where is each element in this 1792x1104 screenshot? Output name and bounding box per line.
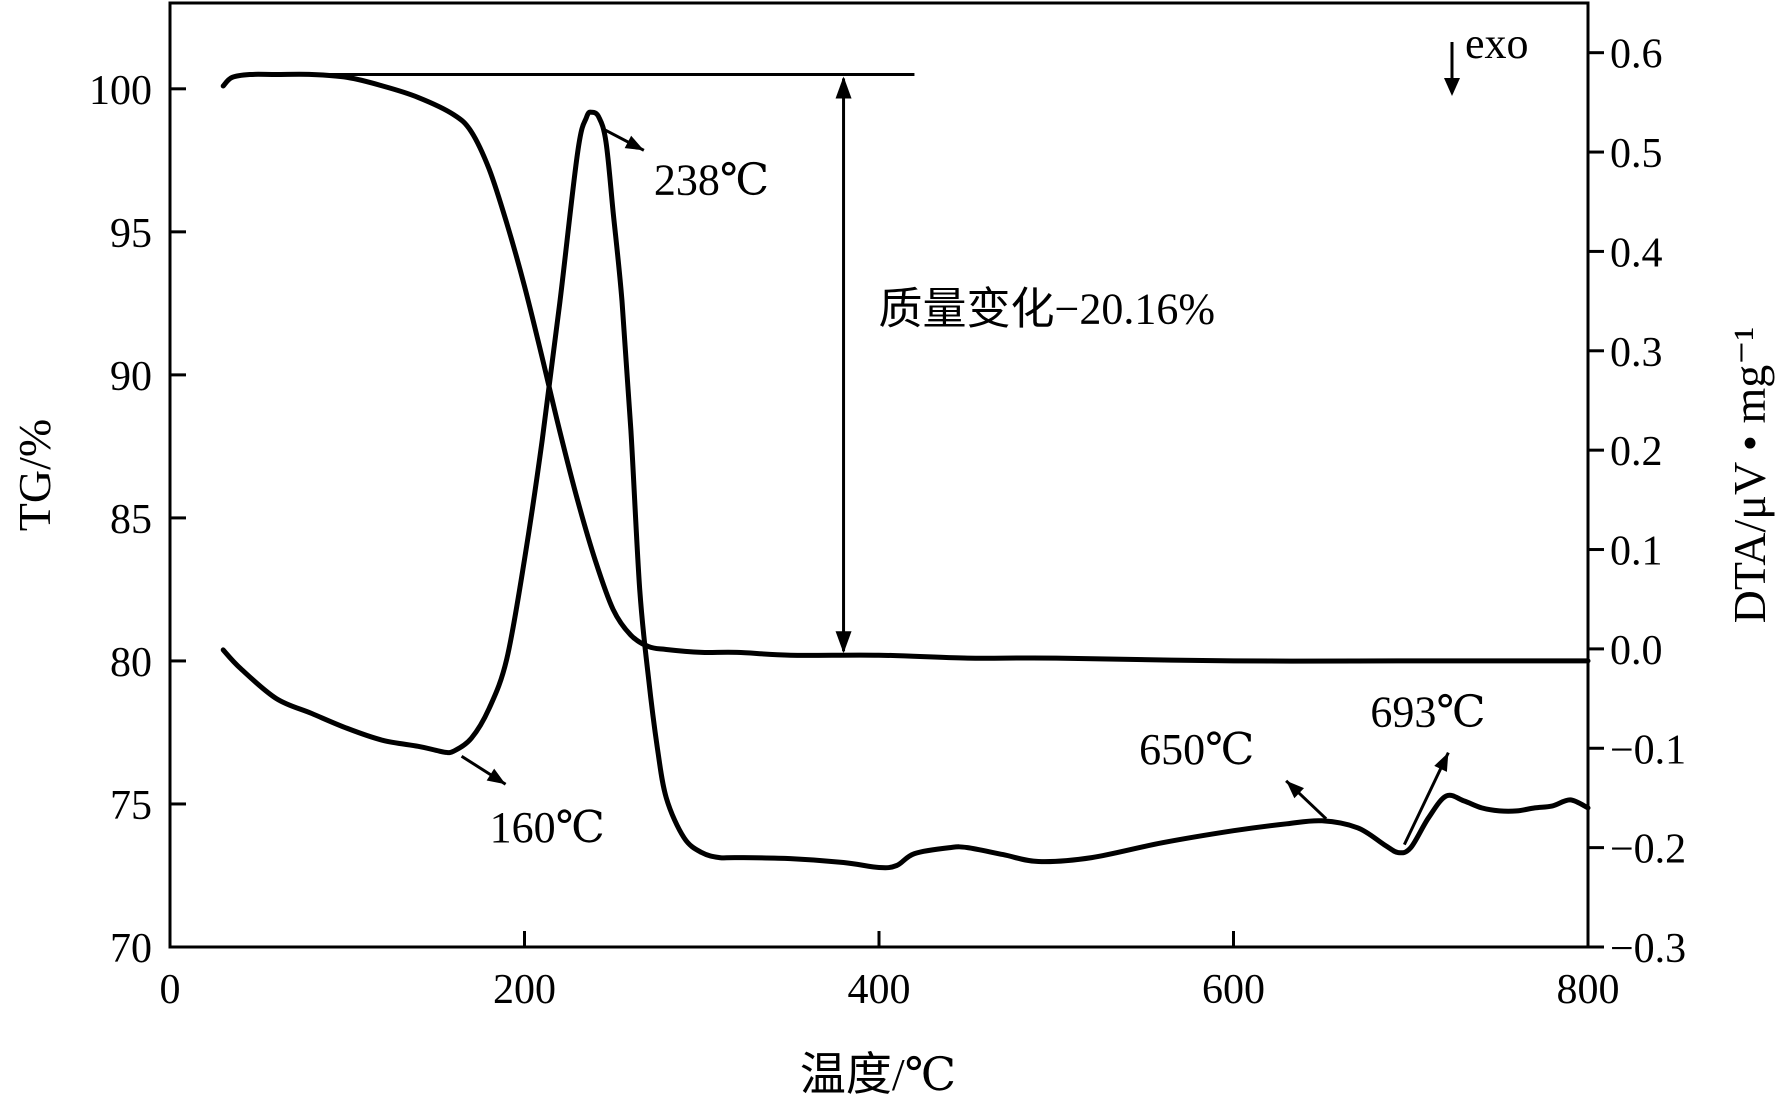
left-y-tick-label: 95: [110, 211, 152, 257]
left-y-axis-ticks: 70 75 80 85 90 95 100: [89, 68, 186, 972]
right-y-axis-title: DTA/μV • mg⁻¹: [1724, 327, 1775, 624]
right-y-axis-ticks: −0.3 −0.2 −0.1 0.0 0.1 0.2 0.3 0.4 0.5 0.6: [1588, 32, 1686, 972]
x-tick-label: 0: [160, 967, 181, 1013]
annotations: 238℃ 160℃ 650℃ 693℃ 质量变化−20.16%: [258, 73, 1486, 852]
left-y-tick-label: 100: [89, 68, 152, 114]
left-y-tick-label: 80: [110, 640, 152, 686]
right-y-tick-label: 0.4: [1610, 230, 1663, 276]
left-y-axis-title: TG/%: [9, 419, 60, 531]
x-tick-label: 800: [1557, 967, 1620, 1013]
exo-label: exo: [1465, 19, 1529, 68]
right-y-tick-label: 0.5: [1610, 131, 1663, 177]
arrow-693-head: [1434, 752, 1449, 772]
plot-frame: [168, 1, 1590, 949]
mass-change-arrow-bottom: [835, 631, 852, 654]
left-y-tick-label: 90: [110, 354, 152, 400]
label-650: 650℃: [1139, 725, 1254, 774]
mass-change-arrow-top: [835, 76, 852, 99]
exo-marker: exo: [1444, 19, 1529, 96]
x-tick-label: 400: [848, 967, 911, 1013]
left-y-tick-label: 85: [110, 497, 152, 543]
label-693: 693℃: [1370, 688, 1485, 737]
left-y-tick-label: 75: [110, 783, 152, 829]
right-y-tick-label: 0.1: [1610, 529, 1663, 575]
x-axis-ticks: 0 200 400 600 800: [160, 931, 1620, 1013]
x-axis-title: 温度/℃: [800, 1049, 956, 1100]
right-y-tick-label: 0.2: [1610, 429, 1663, 475]
arrow-160-head: [486, 768, 506, 785]
right-y-tick-label: −0.2: [1610, 827, 1686, 873]
arrow-238-head: [624, 135, 644, 151]
exo-arrow-head: [1444, 78, 1460, 96]
right-y-tick-label: 0.3: [1610, 330, 1663, 376]
tg-curve: [220, 71, 1591, 664]
label-238: 238℃: [654, 155, 769, 204]
left-y-tick-label: 70: [110, 926, 152, 972]
right-y-tick-label: −0.3: [1610, 926, 1686, 972]
right-y-tick-label: −0.1: [1610, 727, 1686, 773]
label-mass-change: 质量变化−20.16%: [879, 284, 1215, 333]
right-y-tick-label: 0.6: [1610, 32, 1663, 78]
arrow-650-head: [1286, 780, 1304, 799]
x-tick-label: 600: [1202, 967, 1265, 1013]
label-160: 160℃: [490, 803, 605, 852]
dta-curve: [220, 109, 1591, 871]
x-tick-label: 200: [493, 967, 556, 1013]
right-y-tick-label: 0.0: [1610, 628, 1663, 674]
